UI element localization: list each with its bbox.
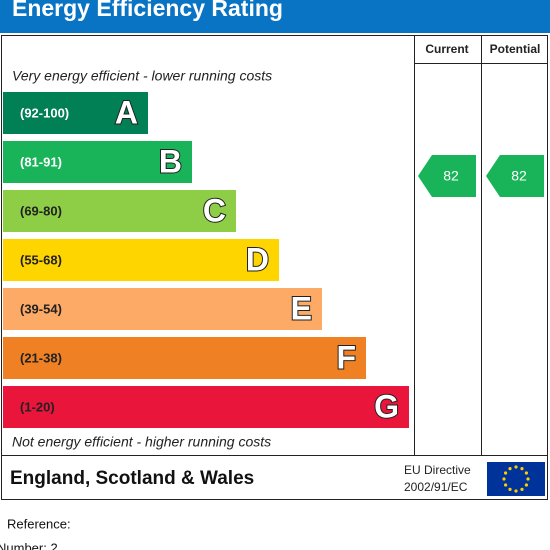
band-range: (39-54)	[20, 301, 62, 316]
star	[504, 483, 508, 487]
star	[520, 467, 524, 471]
title: Energy Efficiency Rating	[12, 0, 283, 21]
band-range: (92-100)	[20, 105, 69, 120]
frame	[1, 35, 548, 500]
star	[504, 471, 508, 475]
directive: EU Directive	[404, 463, 471, 477]
band-bar	[3, 190, 236, 232]
star	[520, 487, 524, 491]
region: England, Scotland & Wales	[10, 468, 254, 489]
star	[508, 467, 512, 471]
band-letter: D	[246, 241, 269, 277]
band-letter: B	[159, 143, 182, 179]
directive: 2002/91/EC	[404, 480, 468, 494]
band-range: (21-38)	[20, 350, 62, 365]
rating-value: 82	[511, 168, 527, 184]
star	[502, 477, 506, 481]
band-range: (81-91)	[20, 154, 62, 169]
current-header: Current	[425, 42, 468, 56]
star	[526, 477, 530, 481]
band-bar	[3, 92, 148, 134]
top-note: Very energy efficient - lower running co…	[12, 68, 272, 84]
eu-stars	[502, 465, 530, 493]
band-letter: A	[115, 94, 138, 130]
rating-value: 82	[443, 168, 459, 184]
rating-arrow	[486, 155, 544, 197]
star	[514, 489, 518, 493]
band-letter: E	[291, 290, 312, 326]
band-bar	[3, 141, 192, 183]
reference: Reference:	[7, 516, 71, 531]
bottom-note: Not energy efficient - higher running co…	[12, 434, 271, 450]
star	[524, 483, 528, 487]
band-bar	[3, 337, 366, 379]
band-range: (69-80)	[20, 203, 62, 218]
band-letter: C	[203, 192, 226, 228]
number: Number: 2	[0, 540, 58, 550]
band-bar	[3, 386, 409, 428]
header-bar	[0, 0, 550, 33]
band-letter: F	[336, 339, 356, 375]
band-range: (1-20)	[20, 399, 55, 414]
band-bar	[3, 239, 279, 281]
band-range: (55-68)	[20, 252, 62, 267]
star	[508, 487, 512, 491]
band-bar	[3, 288, 322, 330]
band-letter: G	[374, 388, 399, 424]
rating-arrow	[418, 155, 476, 197]
star	[514, 465, 518, 469]
potential-header: Potential	[490, 42, 541, 56]
star	[524, 471, 528, 475]
